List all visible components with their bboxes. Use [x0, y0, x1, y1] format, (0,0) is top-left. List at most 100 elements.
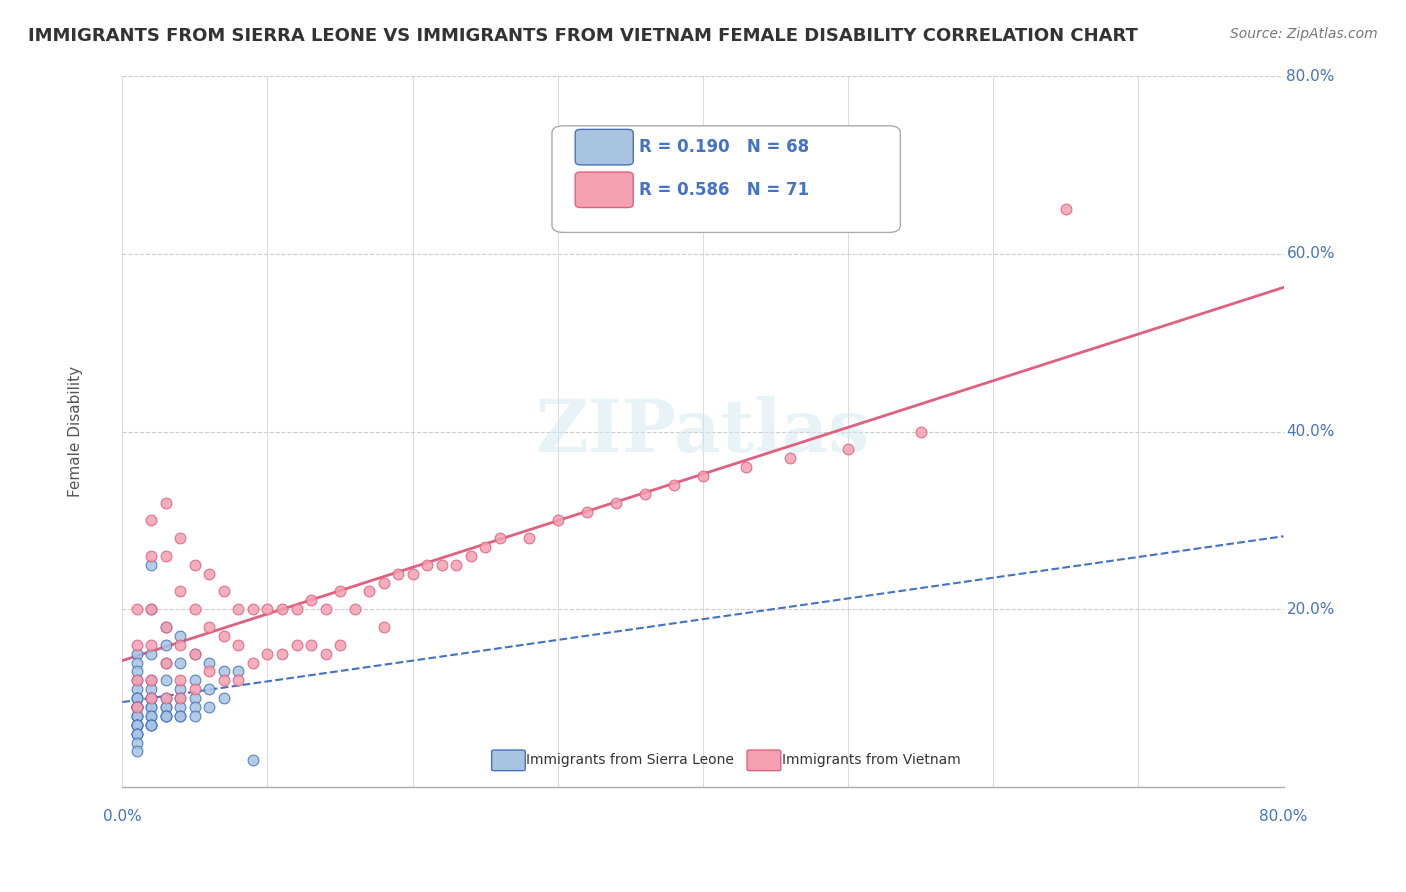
- Point: [228, 602, 250, 616]
- Point: [125, 700, 148, 714]
- Point: [373, 575, 395, 590]
- Point: [141, 647, 163, 661]
- Point: [141, 638, 163, 652]
- Point: [256, 647, 278, 661]
- Point: [212, 665, 235, 679]
- Point: [125, 656, 148, 670]
- Point: [141, 691, 163, 706]
- Point: [141, 513, 163, 527]
- Point: [169, 691, 191, 706]
- Point: [141, 691, 163, 706]
- Point: [444, 558, 467, 572]
- Point: [401, 566, 423, 581]
- Point: [125, 682, 148, 697]
- Point: [692, 469, 714, 483]
- Point: [315, 602, 337, 616]
- Point: [141, 682, 163, 697]
- Point: [547, 513, 569, 527]
- Point: [169, 531, 191, 545]
- Point: [125, 673, 148, 688]
- Point: [169, 584, 191, 599]
- Point: [359, 584, 381, 599]
- Point: [125, 718, 148, 732]
- Point: [184, 558, 207, 572]
- Point: [141, 602, 163, 616]
- Point: [198, 566, 221, 581]
- Point: [184, 709, 207, 723]
- Point: [141, 709, 163, 723]
- Point: [155, 620, 177, 634]
- Point: [184, 647, 207, 661]
- Point: [125, 700, 148, 714]
- Point: [125, 718, 148, 732]
- Point: [662, 478, 685, 492]
- Point: [125, 727, 148, 741]
- Point: [141, 718, 163, 732]
- Point: [155, 709, 177, 723]
- Point: [125, 727, 148, 741]
- Point: [460, 549, 482, 563]
- Point: [125, 744, 148, 758]
- Point: [184, 700, 207, 714]
- Text: 80.0%: 80.0%: [1286, 69, 1334, 84]
- Point: [155, 709, 177, 723]
- Point: [141, 549, 163, 563]
- Point: [271, 647, 294, 661]
- Point: [155, 700, 177, 714]
- Point: [169, 682, 191, 697]
- Point: [329, 638, 352, 652]
- Point: [242, 753, 264, 767]
- Text: 80.0%: 80.0%: [1260, 809, 1308, 824]
- Point: [155, 638, 177, 652]
- Point: [416, 558, 439, 572]
- Point: [125, 700, 148, 714]
- Text: 40.0%: 40.0%: [1286, 424, 1334, 439]
- Point: [169, 673, 191, 688]
- Point: [779, 451, 801, 466]
- Point: [141, 558, 163, 572]
- Point: [228, 665, 250, 679]
- Point: [141, 700, 163, 714]
- Point: [169, 691, 191, 706]
- Point: [634, 487, 657, 501]
- Point: [256, 602, 278, 616]
- Point: [125, 700, 148, 714]
- Point: [141, 709, 163, 723]
- Point: [184, 647, 207, 661]
- Text: 0.0%: 0.0%: [103, 809, 142, 824]
- Point: [184, 682, 207, 697]
- FancyBboxPatch shape: [575, 172, 633, 208]
- Text: Source: ZipAtlas.com: Source: ZipAtlas.com: [1230, 27, 1378, 41]
- Point: [169, 638, 191, 652]
- Text: Immigrants from Vietnam: Immigrants from Vietnam: [782, 753, 960, 767]
- Point: [198, 620, 221, 634]
- Point: [343, 602, 366, 616]
- Point: [837, 442, 859, 457]
- Point: [329, 584, 352, 599]
- Point: [299, 638, 322, 652]
- Text: Immigrants from Sierra Leone: Immigrants from Sierra Leone: [526, 753, 734, 767]
- Point: [169, 700, 191, 714]
- Point: [1054, 202, 1077, 217]
- Point: [125, 673, 148, 688]
- Point: [605, 495, 627, 509]
- Point: [198, 700, 221, 714]
- Point: [155, 691, 177, 706]
- Point: [125, 718, 148, 732]
- Point: [125, 709, 148, 723]
- Point: [155, 700, 177, 714]
- Point: [184, 673, 207, 688]
- Text: R = 0.586   N = 71: R = 0.586 N = 71: [640, 181, 810, 199]
- FancyBboxPatch shape: [492, 750, 526, 771]
- Point: [212, 584, 235, 599]
- Point: [125, 709, 148, 723]
- Point: [910, 425, 932, 439]
- Point: [517, 531, 540, 545]
- Point: [125, 665, 148, 679]
- Text: 20.0%: 20.0%: [1286, 602, 1334, 616]
- Point: [141, 673, 163, 688]
- Point: [125, 700, 148, 714]
- Point: [735, 460, 758, 475]
- Point: [387, 566, 409, 581]
- Point: [155, 656, 177, 670]
